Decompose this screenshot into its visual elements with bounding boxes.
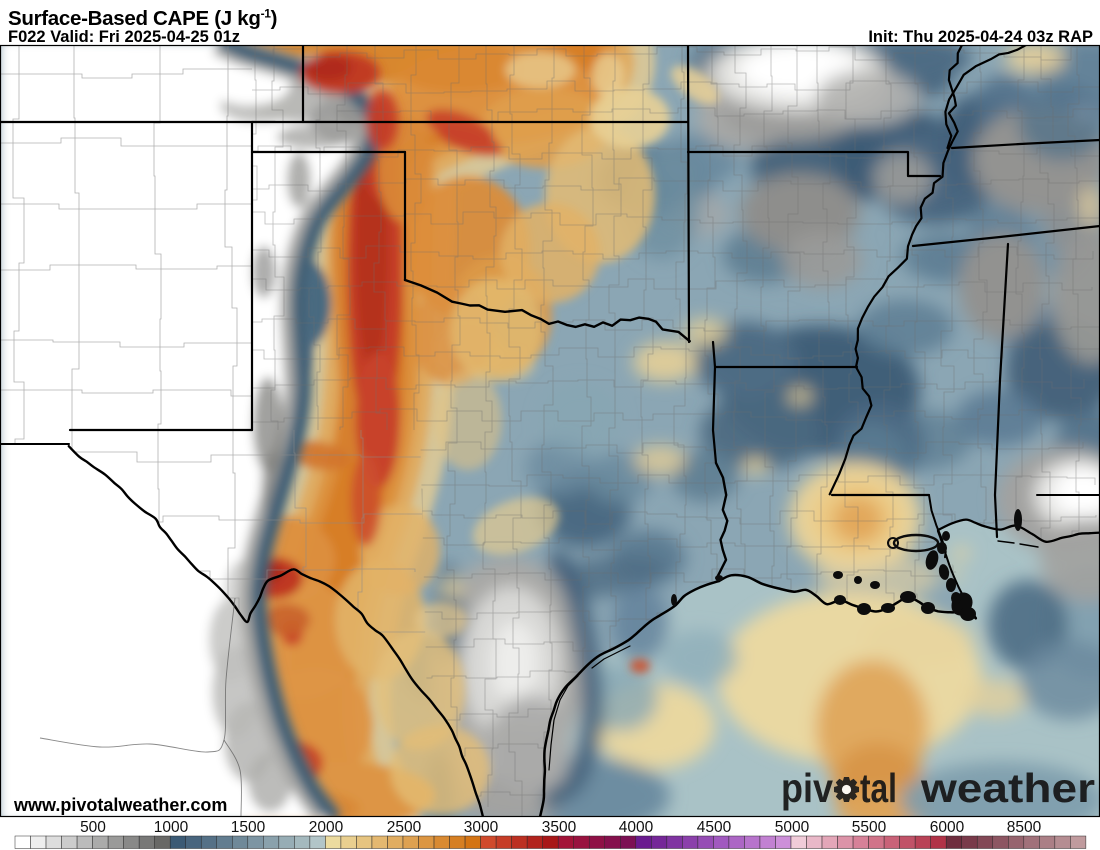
svg-text:5000: 5000 (775, 819, 810, 836)
svg-text:weather: weather (920, 765, 1095, 811)
svg-text:2000: 2000 (309, 819, 344, 836)
svg-text:6000: 6000 (930, 819, 965, 836)
svg-text:4500: 4500 (697, 819, 732, 836)
svg-text:4000: 4000 (619, 819, 654, 836)
svg-text:3500: 3500 (542, 819, 577, 836)
svg-text:1500: 1500 (231, 819, 266, 836)
svg-text:2500: 2500 (387, 819, 422, 836)
svg-text:www.pivotalweather.com: www.pivotalweather.com (13, 795, 227, 815)
svg-text:5500: 5500 (852, 819, 887, 836)
svg-text:1000: 1000 (154, 819, 189, 836)
svg-text:3000: 3000 (464, 819, 499, 836)
svg-text:8500: 8500 (1007, 819, 1042, 836)
svg-text:piv: piv (781, 765, 833, 811)
svg-text:500: 500 (80, 819, 106, 836)
svg-text:tal: tal (860, 765, 897, 811)
svg-text:Init: Thu 2025-04-24 03z RAP: Init: Thu 2025-04-24 03z RAP (868, 28, 1093, 46)
svg-text:Surface-Based CAPE (J kg-1): Surface-Based CAPE (J kg-1) (8, 7, 277, 31)
svg-text:F022 Valid: Fri 2025-04-25 01z: F022 Valid: Fri 2025-04-25 01z (8, 28, 240, 46)
